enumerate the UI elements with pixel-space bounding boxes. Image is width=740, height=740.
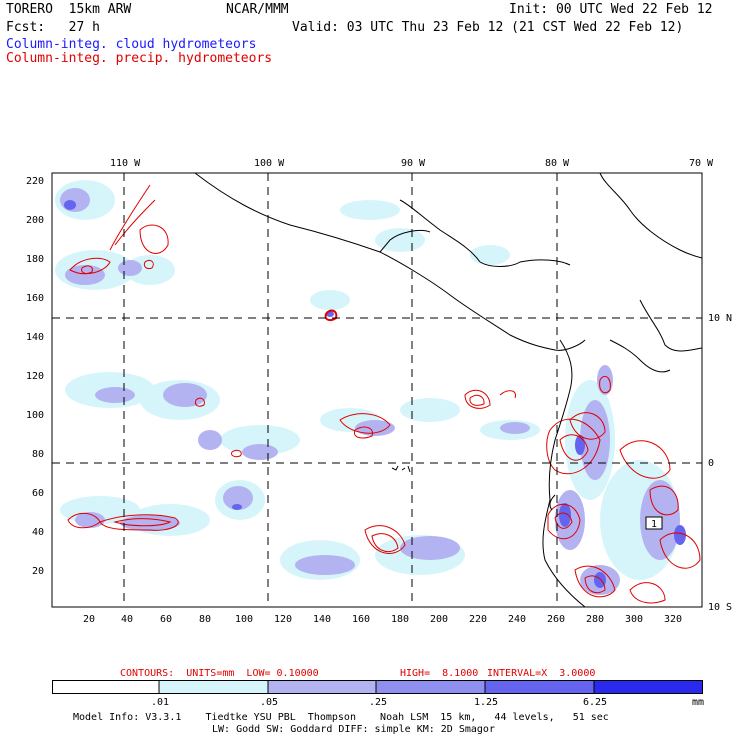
y-tick: 140	[26, 332, 45, 343]
center-label: NCAR/MMM	[226, 2, 289, 17]
model-info: Model Info: V3.3.1 Tiedtke YSU PBL Thomp…	[73, 712, 609, 723]
x-tick: 280	[586, 614, 605, 625]
y-tick: 120	[26, 371, 45, 382]
colorbar-label-001: .01	[151, 697, 170, 708]
x-tick: 300	[625, 614, 644, 625]
colorbar-label-005: .05	[260, 697, 279, 708]
lat-label-10n: 10 N	[708, 313, 733, 324]
lon-label-90w: 90 W	[401, 158, 426, 169]
contours-high: HIGH= 8.1000	[400, 668, 479, 679]
lat-label-0: 0	[708, 458, 715, 469]
x-tick: 100	[235, 614, 254, 625]
y-tick: 200	[26, 215, 45, 226]
coastlines	[194, 172, 703, 608]
colorbar-label-125: 1.25	[474, 697, 499, 708]
y-tick: 220	[26, 176, 45, 187]
y-tick: 100	[26, 410, 45, 421]
field-cloud-label: Column-integ. cloud hydrometeors	[6, 37, 257, 52]
x-tick: 180	[391, 614, 410, 625]
lon-label-110w: 110 W	[110, 158, 141, 169]
x-tick: 60	[160, 614, 173, 625]
cloud-dark-areas	[64, 200, 686, 588]
y-tick: 40	[32, 527, 45, 538]
x-tick: 80	[199, 614, 212, 625]
x-tick: 20	[83, 614, 96, 625]
lat-label-10s: 10 S	[708, 602, 733, 613]
contour-box	[645, 516, 663, 530]
x-tick: 160	[352, 614, 371, 625]
lon-label-80w: 80 W	[545, 158, 570, 169]
colorbar-bin-1	[159, 680, 268, 694]
valid-time: Valid: 03 UTC Thu 23 Feb 12 (21 CST Wed …	[292, 20, 684, 35]
colorbar-bin-0	[52, 680, 159, 694]
x-tick: 200	[430, 614, 449, 625]
lon-label-70w: 70 W	[689, 158, 714, 169]
contour-box-label: 1	[651, 519, 657, 530]
contours-info: CONTOURS: UNITS=mm LOW= 0.10000	[120, 668, 319, 679]
x-tick: 220	[469, 614, 488, 625]
lat-lon-grid	[52, 173, 702, 607]
forecast-hour: Fcst: 27 h	[6, 20, 100, 35]
colorbar-unit: mm	[692, 697, 705, 708]
x-tick: 120	[274, 614, 293, 625]
x-tick: 320	[664, 614, 683, 625]
init-time: Init: 00 UTC Wed 22 Feb 12	[509, 2, 713, 17]
x-tick: 40	[121, 614, 134, 625]
y-tick: 160	[26, 293, 45, 304]
colorbar-label-025: .25	[369, 697, 388, 708]
colorbar	[52, 680, 703, 694]
model-title: TORERO 15km ARW	[6, 2, 132, 17]
x-tick: 240	[508, 614, 527, 625]
colorbar-bin-3	[376, 680, 485, 694]
y-tick: 80	[32, 449, 45, 460]
y-tick: 180	[26, 254, 45, 265]
map-frame	[51, 172, 703, 608]
field-precip-label: Column-integ. precip. hydrometeors	[6, 51, 273, 66]
x-tick: 260	[547, 614, 566, 625]
colorbar-label-625: 6.25	[583, 697, 608, 708]
y-tick: 20	[32, 566, 45, 577]
y-tick: 60	[32, 488, 45, 499]
precip-contours	[67, 184, 701, 604]
contours-interval: INTERVAL=X 3.0000	[487, 668, 596, 679]
x-tick: 140	[313, 614, 332, 625]
colorbar-bin-5	[594, 680, 702, 694]
colorbar-bin-2	[268, 680, 376, 694]
model-info-2: LW: Godd SW: Goddard DIFF: simple KM: 2D…	[212, 724, 495, 735]
lon-label-100w: 100 W	[254, 158, 285, 169]
colorbar-frame	[52, 680, 703, 694]
colorbar-bin-4	[485, 680, 594, 694]
